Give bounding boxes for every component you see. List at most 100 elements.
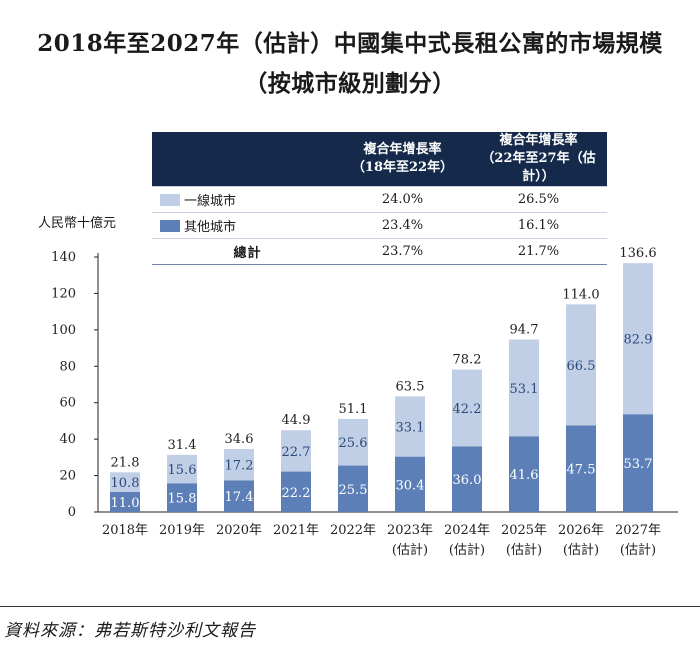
cagr-row-tier1: 一線城市 24.0% 26.5% [152,186,607,213]
y-tick-label: 60 [59,396,76,411]
data-label-other: 53.7 [624,457,653,472]
bar-segment-other [167,483,197,512]
cagr-row-label-cell: 一線城市 [152,186,335,213]
data-label-total: 114.0 [562,287,599,302]
data-label-tier1: 22.7 [282,445,311,460]
bar-segment-tier1 [395,396,425,457]
data-label-total: 34.6 [225,432,254,447]
bar-segment-other [110,491,140,512]
data-label-other: 41.6 [510,468,539,483]
cagr-header-2-line2: （22年至27年（估計）） [481,151,596,184]
x-tick-note: (估計) [506,542,542,558]
data-label-tier1: 15.6 [168,463,197,478]
cagr-value: 23.7% [335,238,470,265]
cagr-row-label-cell: 其他城市 [152,212,335,239]
y-tick-label: 40 [59,432,76,447]
bar-segment-tier1 [509,339,539,437]
cagr-value: 16.1% [470,212,607,239]
x-tick-label: 2022年 [330,523,376,538]
x-tick-note: (估計) [620,542,656,558]
cagr-header-row: 複合年增長率 （18年至22年） 複合年增長率 （22年至27年（估計）） [152,132,607,187]
x-tick-label: 2024年 [444,523,490,538]
data-label-other: 15.8 [168,492,197,507]
bar-segment-other [623,414,653,512]
legend-label-tier1: 一線城市 [184,194,237,209]
cagr-row-total: 總計 23.7% 21.7% [152,238,607,265]
data-label-tier1: 66.5 [567,359,596,374]
legend-label-other: 其他城市 [184,220,237,235]
bar-segment-tier1 [167,454,197,484]
cagr-header-2: 複合年增長率 （22年至27年（估計）） [470,132,607,187]
cagr-header-2-line1: 複合年增長率 [499,133,578,148]
cagr-value: 24.0% [335,186,470,213]
y-tick-label: 140 [51,250,76,265]
data-label-other: 30.4 [396,478,425,493]
data-label-tier1: 53.1 [510,382,539,397]
data-label-other: 47.5 [567,463,596,478]
y-tick-label: 0 [68,505,76,520]
x-tick-label: 2019年 [159,523,205,538]
data-label-other: 11.0 [111,496,140,511]
cagr-row-other: 其他城市 23.4% 16.1% [152,212,607,239]
cagr-table: 複合年增長率 （18年至22年） 複合年增長率 （22年至27年（估計）） 一線… [152,132,607,265]
bar-segment-tier1 [566,304,596,426]
stacked-bar-chart: 0 20 40 60 80 100 120 140 11.0 10.8 21.8 2018年 15.8 1… [51,246,678,558]
data-label-tier1: 25.6 [339,436,368,451]
bar-segment-tier1 [623,263,653,415]
bar-segment-tier1 [452,369,482,447]
y-tick-label: 100 [51,323,76,338]
cagr-row-label-total: 總計 [152,238,335,265]
bar-segment-other [452,446,482,512]
bar-segment-tier1 [224,448,254,481]
x-tick-note: (估計) [392,542,428,558]
data-label-tier1: 42.2 [453,402,482,417]
data-label-total: 94.7 [510,323,539,338]
bar-segment-other [395,456,425,512]
y-tick-label: 20 [59,469,76,484]
x-tick-note: (估計) [563,542,599,558]
bar-segment-other [281,471,311,512]
chart-subtitle: （按城市級別劃分） [244,70,456,97]
data-label-other: 17.4 [225,490,254,505]
data-label-tier1: 82.9 [624,333,653,348]
legend-swatch-tier1 [160,194,180,206]
data-label-tier1: 17.2 [225,459,254,474]
data-label-tier1: 10.8 [111,476,140,491]
cagr-value: 23.4% [335,212,470,239]
data-label-total: 21.8 [111,455,140,470]
x-tick-label: 2023年 [387,523,433,538]
cagr-header-1: 複合年增長率 （18年至22年） [335,132,470,187]
data-label-total: 44.9 [282,413,311,428]
cagr-value: 21.7% [470,238,607,265]
data-label-total: 31.4 [168,438,197,453]
data-label-other: 22.2 [282,486,311,501]
bar-segment-other [224,480,254,512]
data-label-tier1: 33.1 [396,420,425,435]
data-label-other: 36.0 [453,473,482,488]
bar-segment-tier1 [281,430,311,472]
source-note: 資料來源：弗若斯特沙利文報告 [4,621,256,641]
data-label-total: 136.6 [619,246,656,261]
cagr-header-blank [152,132,335,187]
data-label-total: 51.1 [339,402,368,417]
cagr-header-1-line1: 複合年增長率 [363,142,442,157]
y-tick-label: 120 [51,286,76,301]
x-tick-label: 2018年 [102,523,148,538]
x-tick-label: 2021年 [273,523,319,538]
data-label-other: 25.5 [339,483,368,498]
chart-title: 2018年至2027年（估計）中國集中式長租公寓的市場規模 [37,30,663,57]
cagr-value: 26.5% [470,186,607,213]
x-tick-label: 2025年 [501,523,547,538]
bar-segment-tier1 [338,418,368,466]
x-tick-label: 2027年 [615,523,661,538]
bar-segment-tier1 [110,472,140,492]
data-label-total: 78.2 [453,353,482,368]
legend-swatch-other [160,220,180,232]
cagr-header-1-line2: （18年至22年） [351,160,454,175]
bar-segment-other [338,465,368,512]
y-tick-label: 80 [59,359,76,374]
data-label-total: 63.5 [396,379,425,394]
bar-segment-other [566,425,596,512]
source-divider [0,606,700,607]
bar-segment-other [509,436,539,512]
